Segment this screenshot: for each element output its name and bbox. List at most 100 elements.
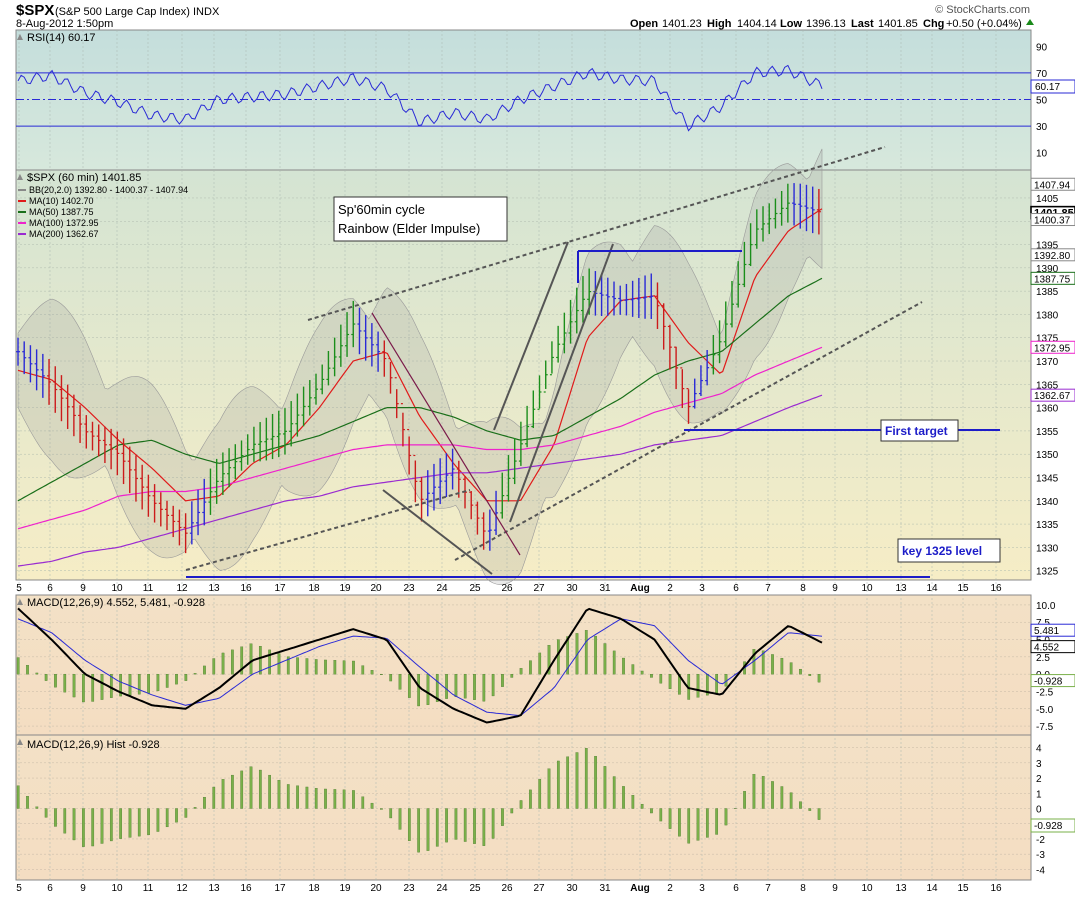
- rsi-legend-icon: [17, 34, 23, 40]
- symbol: $SPX: [16, 2, 54, 19]
- hist-bar: [631, 795, 635, 809]
- hist-bar: [128, 808, 132, 838]
- x-tick-label: 10: [861, 583, 873, 594]
- price-tick-label: 1405: [1036, 194, 1059, 205]
- price-tick-label: 1360: [1036, 404, 1059, 415]
- x-tick-label: 30: [566, 583, 578, 594]
- open-label: Open: [630, 18, 658, 30]
- x-tick-label: 18: [308, 583, 320, 594]
- macd-hist-bar: [258, 646, 262, 675]
- macd-hist-bar: [789, 662, 793, 675]
- macd-hist-bar: [817, 674, 821, 683]
- macd-tag: 4.552: [1034, 643, 1059, 654]
- hist-bar: [575, 752, 579, 809]
- x-tick-label: 17: [274, 583, 286, 594]
- hist-tick-label: 2: [1036, 774, 1042, 785]
- macd-tag: 5.481: [1034, 626, 1059, 637]
- hist-bar: [650, 808, 653, 814]
- hist-bar: [743, 791, 746, 809]
- bollinger-band: [17, 148, 823, 585]
- hist-bar: [463, 808, 467, 842]
- x-tick-label: 13: [895, 883, 907, 894]
- hist-bar: [799, 801, 802, 809]
- x-tick-label: 24: [436, 883, 448, 894]
- price-tag: 1392.80: [1034, 251, 1071, 262]
- macd-hist-bar: [184, 674, 188, 681]
- chg-label: Chg: [923, 18, 944, 30]
- rsi-tick-label: 50: [1036, 96, 1048, 107]
- x-tick-label: 14: [926, 883, 938, 894]
- hist-tick-label: 0: [1036, 805, 1042, 816]
- price-tick-label: 1395: [1036, 241, 1059, 252]
- hist-bar: [603, 766, 607, 809]
- price-tag: 1387.75: [1034, 274, 1071, 285]
- histogram-panel: [15, 734, 1032, 881]
- lower-support-line: [185, 489, 471, 571]
- hist-bar: [538, 779, 542, 809]
- x-tick-label: 16: [990, 883, 1002, 894]
- price-tag-box: [1030, 388, 1075, 402]
- hist-bar: [221, 779, 225, 809]
- hist-value-tag: -0.928: [1030, 818, 1075, 833]
- hist-tick-label: -4: [1036, 865, 1045, 876]
- down-trend-line: [371, 312, 521, 556]
- hist-bar: [82, 808, 85, 847]
- hist-tick-label: 4: [1036, 744, 1042, 755]
- x-tick-label: 6: [733, 883, 739, 894]
- hist-bar: [659, 808, 663, 822]
- rsi-levels: [16, 72, 1031, 127]
- macd-hist-bar: [584, 630, 588, 675]
- x-axis-price: 5 6 9 10 11 12 13 16 17 18 19 20 23 24 25 26 27 30 31 Aug 2 3…: [16, 583, 1002, 594]
- upper-channel-line: [307, 146, 886, 321]
- hist-bar: [277, 780, 281, 809]
- hist-bar: [333, 789, 337, 809]
- x-tick-label: 13: [208, 583, 220, 594]
- hist-bars: [16, 748, 821, 853]
- hist-bar: [175, 808, 178, 823]
- x-tick-label: 3: [699, 883, 705, 894]
- hist-bar: [435, 808, 439, 847]
- legend-entry: MA(50) 1387.75: [29, 207, 94, 217]
- macd-hist-bar: [463, 674, 467, 699]
- rsi-legend: RSI(14) 60.17: [17, 32, 95, 44]
- fan-line-2: [493, 241, 569, 431]
- hist-bar: [789, 792, 793, 809]
- hist-bar: [584, 748, 588, 809]
- hist-bar: [668, 808, 672, 829]
- x-tick-label: 5: [16, 583, 22, 594]
- first-target-annotation: First target: [880, 419, 959, 442]
- hist-bar: [109, 808, 113, 842]
- macd-hist-bar: [91, 674, 95, 702]
- macd-hist-bar: [249, 643, 253, 675]
- x-axis-bottom: 5 6 9 10 11 12 13 16 17 18 19 20 23 24 25 26 27 30 31 Aug 2 3…: [16, 883, 1002, 894]
- x-tick-label: 6: [47, 583, 53, 594]
- index-name: (S&P 500 Large Cap Index): [55, 6, 190, 18]
- macd-hist-bar: [761, 650, 765, 675]
- chart-date: 8-Aug-2012 1:50pm: [16, 18, 113, 30]
- hist-bar: [445, 808, 448, 843]
- x-tick-label: 13: [208, 883, 220, 894]
- macd-hist-bar: [305, 658, 309, 675]
- macd-hist-bar: [473, 674, 476, 700]
- hist-bar: [240, 770, 244, 809]
- macd-hist-bar: [799, 668, 802, 675]
- legend-entry: MA(100) 1372.95: [29, 218, 99, 228]
- ma200-line: [17, 394, 823, 567]
- macd-tags: 5.481 4.552 -0.928: [1030, 623, 1075, 688]
- hist-bar: [678, 808, 681, 837]
- hist-bar: [137, 808, 141, 837]
- x-tick-label: 14: [926, 583, 938, 594]
- x-tick-label: 15: [957, 583, 969, 594]
- macd-hist-bar: [35, 672, 39, 675]
- hist-bar: [249, 766, 253, 809]
- macd-histogram: [16, 630, 821, 707]
- x-tick-label: 11: [143, 883, 154, 894]
- rsi-title: RSI(14) 60.17: [27, 32, 95, 44]
- price-tick-label: 1350: [1036, 450, 1059, 461]
- macd-hist-bar: [491, 674, 495, 697]
- macd-tick-label: -7.5: [1036, 722, 1054, 733]
- vertical-gridlines: [18, 30, 997, 880]
- macd-hist-bar: [529, 660, 532, 675]
- hist-bar: [361, 796, 365, 809]
